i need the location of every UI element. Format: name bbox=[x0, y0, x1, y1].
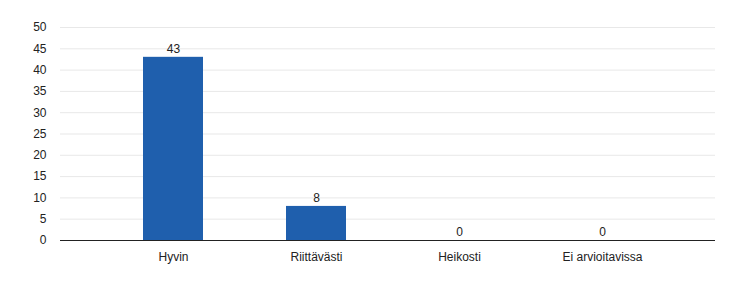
svg-text:10: 10 bbox=[33, 191, 47, 205]
svg-text:35: 35 bbox=[33, 84, 47, 98]
svg-text:Hyvin: Hyvin bbox=[158, 250, 188, 264]
svg-text:Riittävästi: Riittävästi bbox=[290, 250, 342, 264]
svg-text:0: 0 bbox=[40, 233, 47, 247]
svg-text:Heikosti: Heikosti bbox=[438, 250, 481, 264]
svg-text:8: 8 bbox=[313, 191, 320, 205]
svg-text:43: 43 bbox=[167, 42, 181, 56]
svg-text:20: 20 bbox=[33, 148, 47, 162]
svg-text:15: 15 bbox=[33, 169, 47, 183]
svg-text:50: 50 bbox=[33, 20, 47, 34]
svg-text:5: 5 bbox=[40, 212, 47, 226]
svg-text:0: 0 bbox=[456, 225, 463, 239]
svg-text:Ei arvioitavissa: Ei arvioitavissa bbox=[562, 250, 642, 264]
svg-text:25: 25 bbox=[33, 127, 47, 141]
svg-text:45: 45 bbox=[33, 42, 47, 56]
svg-text:30: 30 bbox=[33, 106, 47, 120]
svg-text:40: 40 bbox=[33, 63, 47, 77]
svg-text:0: 0 bbox=[599, 225, 606, 239]
